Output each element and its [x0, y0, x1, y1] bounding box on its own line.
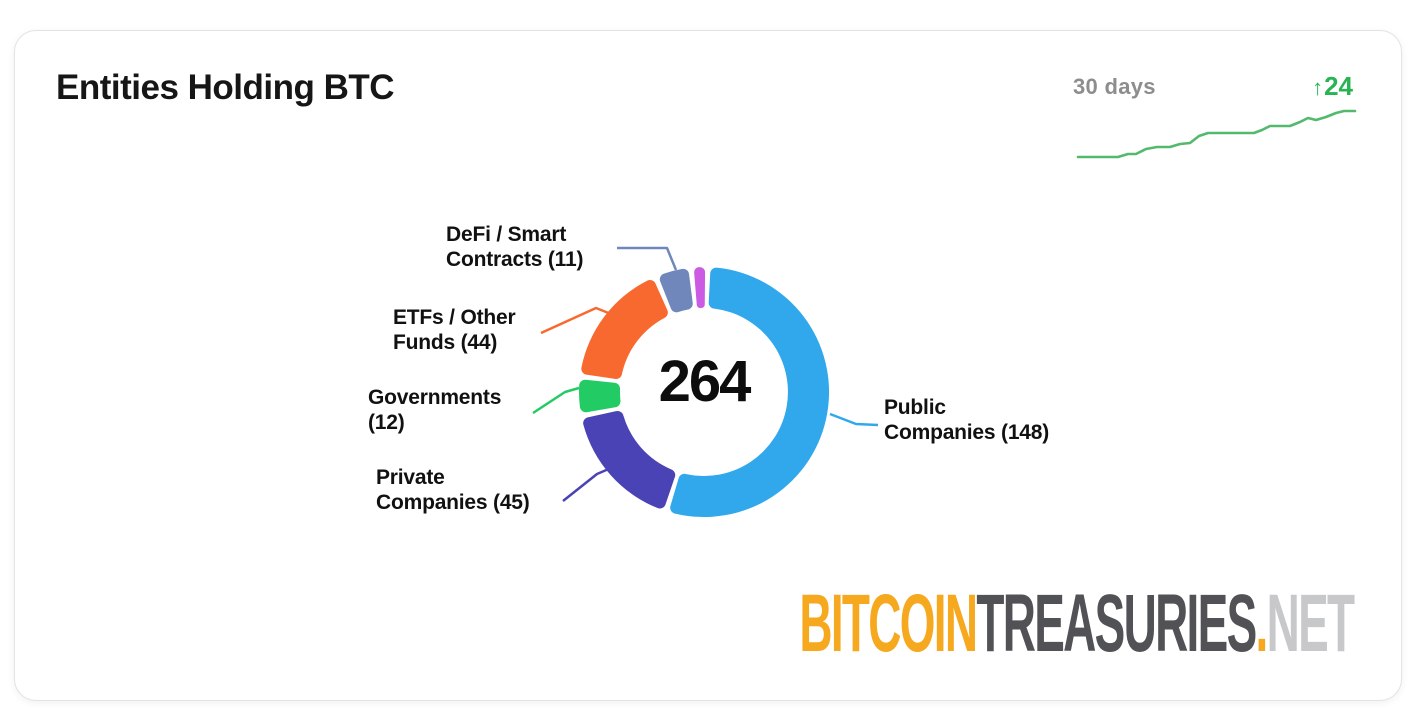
up-arrow-icon: ↑	[1312, 75, 1324, 100]
segment-label-private-companies: Private Companies (45)	[376, 466, 530, 514]
logo-part-bitcoin: BITCOIN	[798, 578, 978, 669]
segment-label-defi-smart-contracts: DeFi / Smart Contracts (11)	[446, 223, 584, 271]
leader-line-public-companies	[829, 412, 879, 427]
period-label: 30 days	[1073, 74, 1156, 99]
leader-line-etfs-other-funds	[540, 306, 612, 335]
page-title: Entities Holding BTC	[56, 68, 395, 107]
bitcointreasuries-logo[interactable]: BITCOINTREASURIES.NET	[364, 583, 1355, 665]
donut-segments	[579, 267, 830, 518]
change-value: 24	[1324, 71, 1353, 101]
logo-part-net: NET	[1266, 578, 1354, 669]
donut-center-total: 264	[658, 349, 752, 414]
donut-segment-governments[interactable]	[579, 379, 621, 413]
segment-label-etfs-other-funds: ETFs / Other Funds (44)	[393, 306, 516, 354]
donut-segment-public-companies[interactable]	[670, 267, 830, 518]
segment-label-governments: Governments (12)	[368, 386, 502, 434]
segment-label-public-companies: Public Companies (148)	[884, 396, 1050, 444]
leader-line-private-companies	[562, 466, 612, 502]
logo-part-dot: .	[1255, 578, 1268, 669]
donut-segment-etfs-other-funds[interactable]	[581, 279, 668, 379]
sparkline-chart	[1076, 109, 1357, 159]
leader-line-governments	[532, 386, 580, 415]
entities-holding-btc-card	[14, 30, 1402, 701]
donut-segment-private-companies[interactable]	[583, 410, 676, 509]
leader-line-defi-smart-contracts	[617, 246, 678, 271]
sparkline-line	[1076, 109, 1357, 159]
donut-segment-unlabeled-sliver[interactable]	[694, 267, 706, 309]
logo-part-treasuries: TREASURIES	[975, 578, 1257, 669]
change-badge: ↑24	[1312, 71, 1353, 102]
donut-segment-defi-smart-contracts[interactable]	[659, 268, 693, 313]
